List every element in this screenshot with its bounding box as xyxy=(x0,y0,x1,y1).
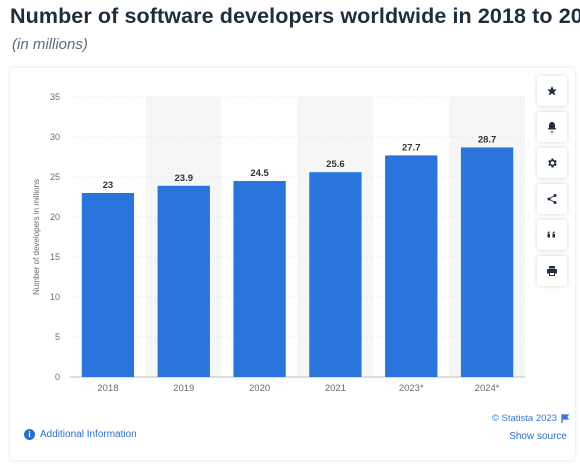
y-tick-label: 30 xyxy=(50,132,60,142)
chart-title: Number of software developers worldwide … xyxy=(10,4,580,28)
y-tick-label: 35 xyxy=(50,92,60,102)
x-tick-label: 2019 xyxy=(173,383,194,394)
additional-info-link[interactable]: i Additional Information xyxy=(24,429,137,440)
copyright-link[interactable]: © Statista 2023 xyxy=(492,413,569,424)
value-label: 23 xyxy=(103,180,114,191)
notification-button[interactable] xyxy=(537,112,567,142)
y-tick-label: 15 xyxy=(50,252,60,262)
x-tick-label: 2024* xyxy=(475,383,500,394)
bar-2019[interactable] xyxy=(157,185,210,377)
x-axis-ticks: 2018 2019 2020 2021 2023* 2024* xyxy=(97,383,499,394)
y-tick-label: 10 xyxy=(50,292,60,302)
value-label: 23.9 xyxy=(175,173,194,184)
value-labels: 23 23.9 24.5 25.6 27.7 28.7 xyxy=(103,134,497,191)
y-tick-label: 0 xyxy=(55,372,60,382)
x-tick-label: 2018 xyxy=(97,383,118,394)
flag-icon xyxy=(561,414,569,423)
bar-2020[interactable] xyxy=(233,181,286,377)
bar-2021[interactable] xyxy=(309,172,362,377)
bars xyxy=(81,147,514,377)
y-axis-label: Number of developers in millions xyxy=(32,179,41,295)
additional-info-label: Additional Information xyxy=(40,429,137,440)
x-tick-label: 2023* xyxy=(399,383,424,394)
print-icon xyxy=(547,266,557,276)
share-button[interactable] xyxy=(537,184,567,214)
value-label: 25.6 xyxy=(326,159,345,170)
share-icon xyxy=(547,194,557,204)
cite-button[interactable] xyxy=(537,220,567,250)
print-button[interactable] xyxy=(537,256,567,286)
bar-2018[interactable] xyxy=(81,193,135,377)
value-label: 24.5 xyxy=(250,168,269,179)
gridlines xyxy=(70,96,525,378)
chart-toolbar xyxy=(537,76,571,286)
value-label: 28.7 xyxy=(478,134,497,145)
y-axis-ticks: 0 5 10 15 20 25 30 35 xyxy=(50,92,60,382)
favorite-button[interactable] xyxy=(537,76,567,106)
y-tick-label: 25 xyxy=(50,172,60,182)
x-tick-label: 2020 xyxy=(249,383,270,394)
y-tick-label: 5 xyxy=(55,332,60,342)
y-tick-label: 20 xyxy=(50,212,60,222)
bar-2024*[interactable] xyxy=(460,147,514,377)
bell-icon xyxy=(548,122,556,133)
info-icon: i xyxy=(24,429,35,440)
gear-icon xyxy=(548,158,557,168)
x-tick-label: 2021 xyxy=(325,383,346,394)
star-icon xyxy=(547,86,557,96)
chart-subtitle: (in millions) xyxy=(12,36,88,53)
quote-icon xyxy=(547,231,555,238)
bar-chart: 0 5 10 15 20 25 30 35 23 23.9 24.5 25.6 27.7 28.7 20… xyxy=(32,92,525,394)
show-source-link[interactable]: Show source xyxy=(509,431,567,442)
value-label: 27.7 xyxy=(402,142,421,153)
bar-2023*[interactable] xyxy=(385,155,438,377)
settings-button[interactable] xyxy=(537,148,567,178)
copyright-text: © Statista 2023 xyxy=(491,413,557,424)
chart-card: 0 5 10 15 20 25 30 35 23 23.9 24.5 25.6 27.7 28.7 20… xyxy=(10,68,575,460)
